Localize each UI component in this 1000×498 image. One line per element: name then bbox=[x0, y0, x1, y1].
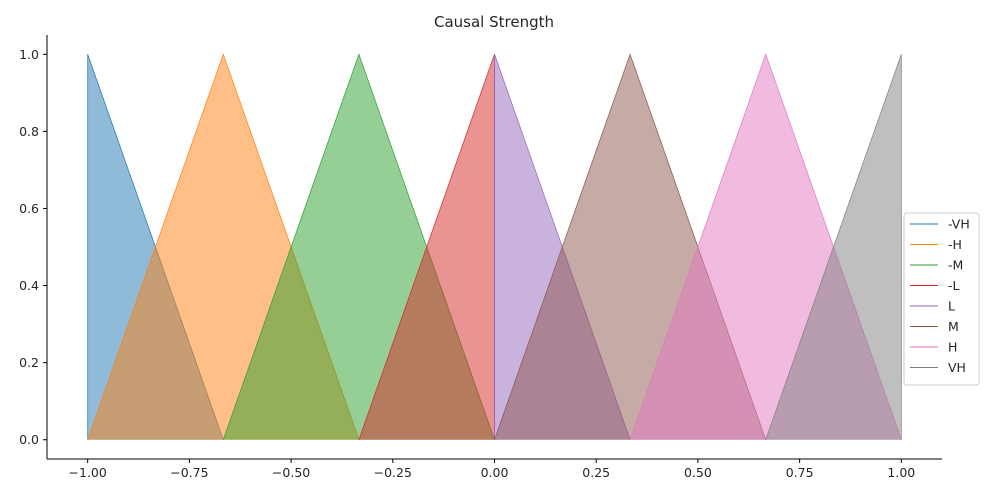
axes: −1.00 −0.75 −0.50 −0.25 0.00 0.25 0.50 0.75 1.00… bbox=[19, 35, 942, 480]
x-tick-label: −0.50 bbox=[272, 465, 310, 480]
series-layer bbox=[87, 53, 902, 440]
legend-label-H: H bbox=[948, 340, 957, 355]
y-tick-label: 0.6 bbox=[19, 201, 39, 216]
x-tick-label: 0.00 bbox=[481, 465, 509, 480]
x-tick-label: 0.25 bbox=[582, 465, 610, 480]
legend-label--VH: -VH bbox=[948, 217, 970, 232]
x-tick-label: −1.00 bbox=[69, 465, 107, 480]
x-tick-label: −0.25 bbox=[374, 465, 412, 480]
series-line-VH bbox=[765, 54, 902, 440]
legend-label-M: M bbox=[948, 319, 959, 334]
y-tick-label: 0.8 bbox=[19, 124, 39, 139]
x-tick-label: 0.75 bbox=[786, 465, 814, 480]
legend-label--H: -H bbox=[948, 237, 962, 252]
legend-label-VH: VH bbox=[948, 360, 966, 375]
y-tick-label: 0.4 bbox=[19, 278, 39, 293]
x-tick-label: 0.50 bbox=[684, 465, 712, 480]
x-tick-label: 1.00 bbox=[887, 465, 915, 480]
x-tick-label: −0.75 bbox=[170, 465, 208, 480]
y-tick-label: 0.2 bbox=[19, 355, 39, 370]
legend-label-L: L bbox=[948, 299, 955, 314]
legend-box bbox=[903, 212, 980, 386]
legend: -VH -H -M -L LMH VH bbox=[903, 212, 980, 386]
legend-label--L: -L bbox=[948, 278, 960, 293]
y-tick-label: 1.0 bbox=[19, 47, 39, 62]
legend-label--M: -M bbox=[948, 258, 963, 273]
chart-title: Causal Strength bbox=[434, 13, 554, 31]
y-tick-label: 0.0 bbox=[19, 432, 39, 447]
